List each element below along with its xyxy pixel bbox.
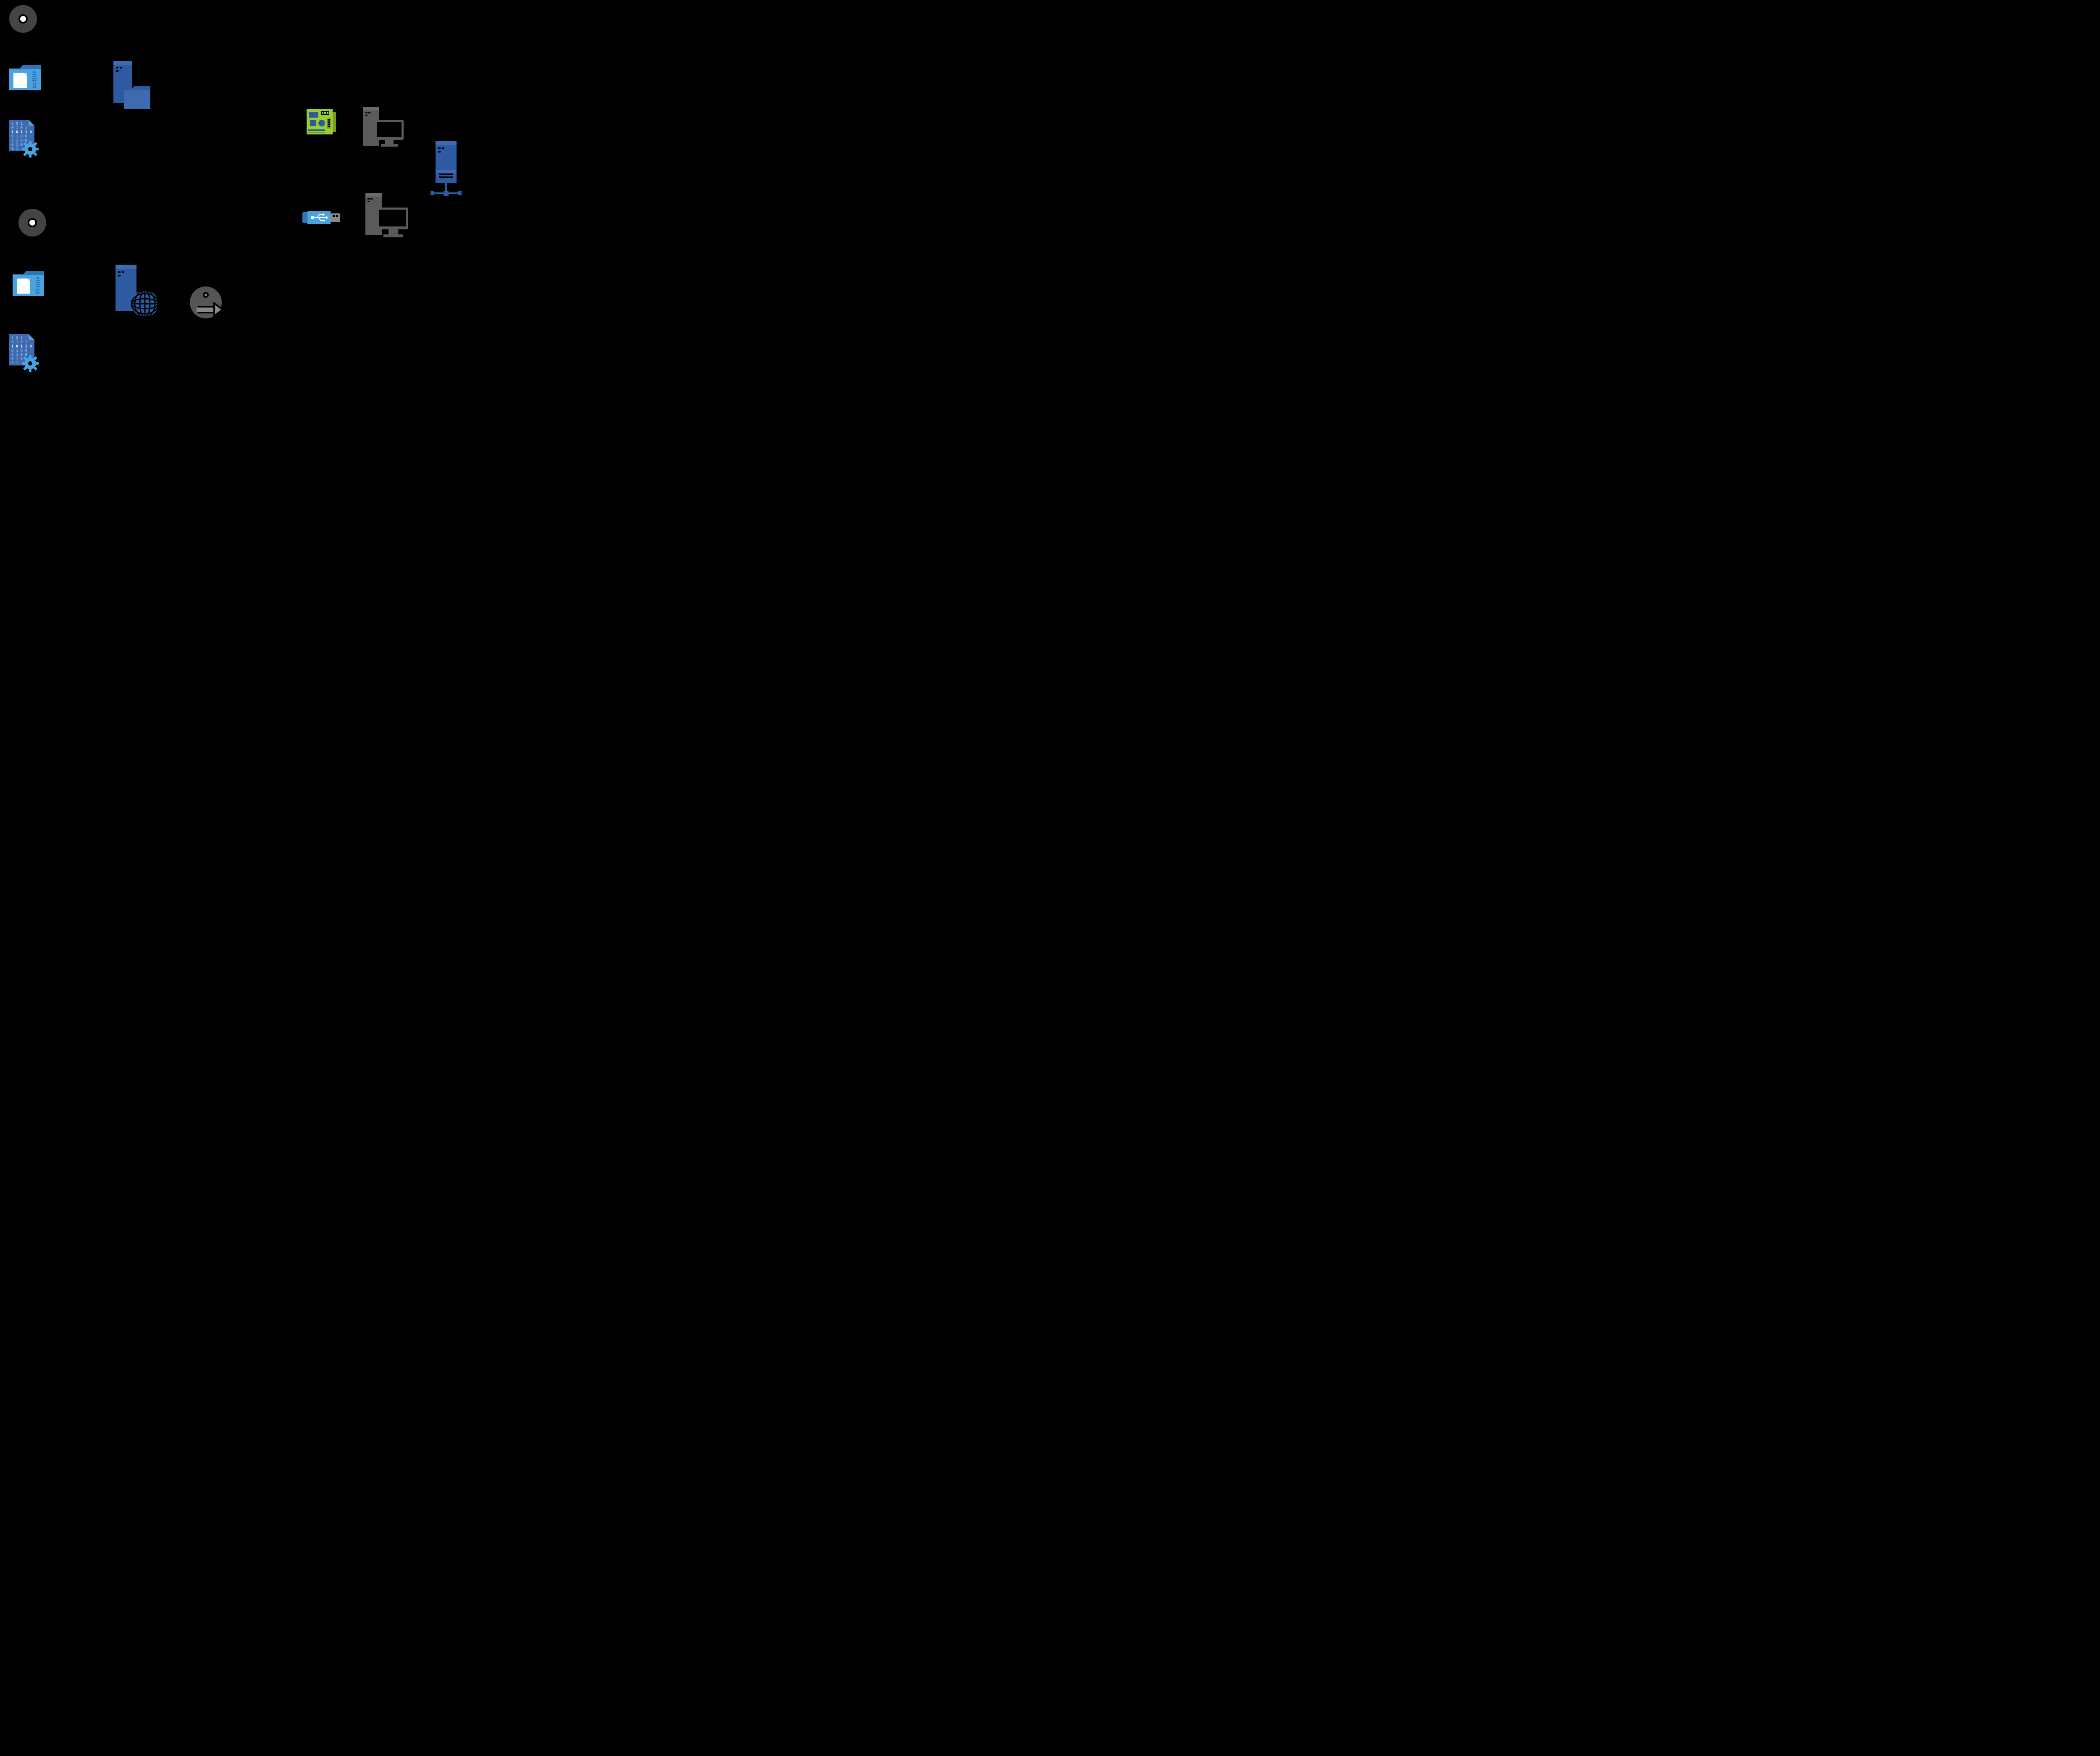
svg-text:0 1 0 0: 0 1 0 0 xyxy=(11,349,27,353)
zip-folder-icon xyxy=(13,271,44,298)
svg-text:0 1: 0 1 xyxy=(11,147,18,151)
disc-icon xyxy=(8,4,38,36)
web-server-icon xyxy=(116,265,162,321)
disc-icon xyxy=(18,208,47,239)
svg-text:0 1 0 0: 0 1 0 0 xyxy=(11,134,27,139)
pc-icon xyxy=(365,193,410,244)
pc-icon xyxy=(363,107,405,153)
svg-text:0 1 0: 0 1 0 xyxy=(11,143,23,147)
binary-text: 1 0 1 xyxy=(11,122,23,126)
svg-text:1 0 1 1 0: 1 0 1 1 0 xyxy=(11,344,32,349)
diagram-canvas: 1 0 1 0 1 0 1 1 0 1 1 0 0 1 0 0 1 1 0 0 … xyxy=(0,0,512,412)
svg-text:1 0 1: 1 0 1 xyxy=(11,336,23,340)
svg-text:0 1 0 1: 0 1 0 1 xyxy=(11,126,27,130)
zip-folder-icon xyxy=(9,65,41,92)
file-server-icon xyxy=(109,61,151,113)
disc-export-icon xyxy=(189,286,229,328)
svg-text:0 1 0: 0 1 0 xyxy=(11,357,23,361)
circuit-board-icon xyxy=(307,109,336,139)
network-server-icon xyxy=(430,141,464,206)
usb-stick-icon xyxy=(302,211,340,226)
svg-text:0 1: 0 1 xyxy=(11,361,18,365)
binary-file-gear-icon: 1 0 1 0 1 0 1 1 0 1 1 0 0 1 0 0 1 1 0 0 … xyxy=(9,334,41,376)
svg-text:1 0 1 1 0: 1 0 1 1 0 xyxy=(11,130,32,134)
svg-text:0 1 0 1: 0 1 0 1 xyxy=(11,340,27,344)
binary-file-gear-icon: 1 0 1 0 1 0 1 1 0 1 1 0 0 1 0 0 1 1 0 0 … xyxy=(9,120,41,162)
